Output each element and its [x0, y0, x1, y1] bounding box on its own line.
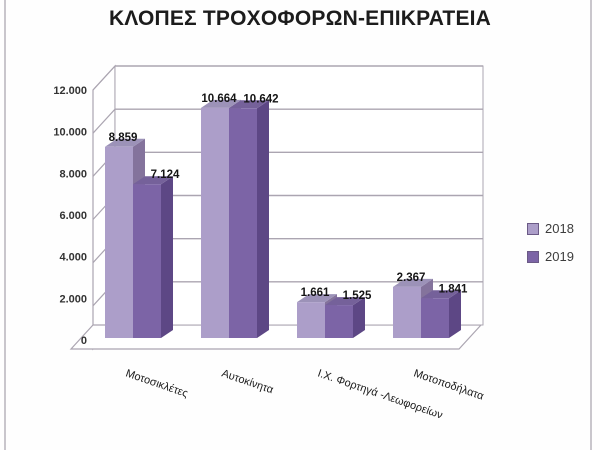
data-label-2018: 1.661 [301, 287, 330, 299]
data-label-2019: 1.525 [343, 290, 372, 302]
category-label: Αυτοκίνητα [220, 367, 275, 396]
legend-label-2019: 2019 [545, 249, 574, 264]
y-tick-label: 2.000 [59, 293, 87, 305]
legend-label-2018: 2018 [545, 221, 574, 236]
bar-2018-front [105, 147, 133, 338]
data-label-2018: 8.859 [109, 132, 138, 144]
y-tick-label: 0 [81, 335, 87, 347]
bar-2019-front [325, 305, 353, 338]
y-tick-label: 12.000 [53, 85, 87, 97]
data-label-2018: 10.664 [201, 93, 237, 105]
category-label: Μοτοποδήλατα [412, 367, 486, 402]
y-tick-label: 4.000 [59, 252, 87, 264]
legend-item-2019: 2019 [527, 249, 574, 264]
bar-2019-front [229, 108, 257, 338]
bar-2018-front [297, 302, 325, 338]
bar-chart-plot: 8.859 7.124 Μοτοσικλέτες 10.664 10.642 Αυτοκί… [0, 0, 600, 450]
bar-2019-side [257, 100, 269, 338]
data-label-2019: 10.642 [243, 93, 278, 105]
y-tick-label: 6.000 [59, 210, 87, 222]
bar-2019-front [133, 184, 161, 338]
bar-2018-front [393, 287, 421, 338]
data-label-2019: 7.124 [151, 169, 180, 181]
legend-item-2018: 2018 [527, 221, 574, 236]
bar-2018-front [201, 108, 229, 338]
bar-2019-front [421, 298, 449, 338]
data-label-2018: 2.367 [397, 272, 426, 284]
category-label: Μοτοσικλέτες [124, 367, 189, 400]
bar-2019-side [161, 176, 173, 338]
data-label-2019: 1.841 [439, 283, 468, 295]
y-tick-label: 8.000 [59, 168, 87, 180]
chart-window: ΚΛΟΠΕΣ ΤΡΟΧΟΦΟΡΩΝ-ΕΠΙΚΡΑΤΕΙΑ 8.8597.124Μ… [0, 0, 600, 450]
legend-swatch-2018-icon [527, 223, 539, 235]
y-tick-label: 10.000 [53, 127, 87, 139]
legend: 2018 2019 [527, 221, 574, 264]
legend-swatch-2019-icon [527, 251, 539, 263]
bar-2019-side [449, 290, 461, 338]
